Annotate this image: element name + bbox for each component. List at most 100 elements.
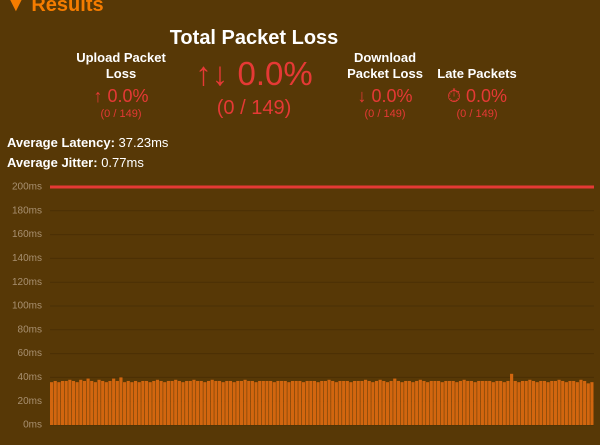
bar xyxy=(510,373,514,425)
bar xyxy=(393,378,397,425)
bar xyxy=(564,382,568,425)
down-icon: ↓ xyxy=(357,86,367,106)
bar xyxy=(473,382,477,425)
bar xyxy=(502,382,506,425)
upload-percent: 0.0% xyxy=(107,86,149,106)
bar xyxy=(583,380,587,425)
bar xyxy=(214,380,218,425)
bar xyxy=(404,380,408,425)
bar xyxy=(250,380,254,425)
bar xyxy=(68,379,72,425)
y-tick-label: 0ms xyxy=(23,420,42,431)
bar xyxy=(572,380,576,425)
total-percent: 0.0% xyxy=(237,55,313,92)
bar xyxy=(447,380,452,425)
bar xyxy=(331,380,335,425)
bar xyxy=(199,380,203,425)
bar xyxy=(254,382,258,425)
jitter-label: Average Jitter: xyxy=(7,155,98,170)
bar xyxy=(126,380,130,425)
bar xyxy=(542,380,547,425)
bar xyxy=(243,379,247,425)
bar xyxy=(101,380,105,425)
bar xyxy=(520,380,525,425)
bar xyxy=(115,380,119,425)
total-value: ↑↓ 0.0% xyxy=(154,55,354,93)
bar xyxy=(112,378,116,425)
y-tick-label: 100ms xyxy=(12,301,42,312)
bar xyxy=(539,380,543,425)
bar xyxy=(411,382,415,425)
bar xyxy=(50,382,54,425)
download-label: Download Packet Loss xyxy=(347,50,423,81)
timer-icon: ⏱ xyxy=(446,86,461,106)
bar xyxy=(261,380,265,425)
bar xyxy=(210,379,214,425)
latency-line: Average Latency: 37.23ms xyxy=(7,135,168,150)
bar xyxy=(557,379,561,425)
bar xyxy=(181,382,185,425)
bar xyxy=(155,379,160,425)
bar xyxy=(378,379,382,425)
bar xyxy=(130,382,134,425)
bar xyxy=(535,382,539,425)
bar xyxy=(108,380,112,425)
bar xyxy=(385,382,390,425)
bar xyxy=(561,380,565,425)
bar xyxy=(203,382,207,425)
bar xyxy=(495,380,499,425)
bar xyxy=(166,380,170,425)
bar xyxy=(455,382,459,425)
bar xyxy=(367,380,371,425)
bar xyxy=(283,380,287,425)
bar xyxy=(553,380,557,425)
upload-count: (0 / 149) xyxy=(100,108,142,120)
bar xyxy=(269,380,273,425)
bar xyxy=(418,379,422,425)
bar xyxy=(363,379,368,425)
bar xyxy=(276,380,280,425)
bar xyxy=(247,380,251,425)
bar xyxy=(426,382,430,425)
late-label: Late Packets xyxy=(437,66,517,81)
bar xyxy=(550,380,554,425)
late-value: ⏱ 0.0% xyxy=(422,86,532,107)
bar xyxy=(206,380,211,425)
late-count: (0 / 149) xyxy=(456,108,498,120)
bar xyxy=(196,380,200,425)
bar xyxy=(163,382,167,425)
bar xyxy=(86,378,90,425)
header-title: Results xyxy=(31,0,104,16)
bar xyxy=(53,380,57,425)
total-count: (0 / 149) xyxy=(216,97,292,119)
bar xyxy=(477,380,481,425)
bar xyxy=(466,380,470,425)
download-count: (0 / 149) xyxy=(364,108,406,120)
upload-label: Upload Packet Loss xyxy=(76,50,166,81)
bar xyxy=(320,380,324,425)
latency-label: Average Latency: xyxy=(7,135,115,150)
bar xyxy=(170,380,174,425)
bar xyxy=(517,382,521,425)
bar xyxy=(104,382,108,425)
toggle-icon: ▼ xyxy=(6,0,26,16)
bar xyxy=(334,382,338,425)
bar xyxy=(123,382,127,425)
bar xyxy=(60,380,65,425)
bar xyxy=(119,377,123,425)
bar xyxy=(280,380,284,425)
bar xyxy=(488,380,492,425)
bar xyxy=(316,382,320,425)
bar xyxy=(93,382,97,425)
bar xyxy=(491,382,495,425)
bar xyxy=(342,380,346,425)
bar xyxy=(484,380,488,425)
bar xyxy=(185,380,189,425)
results-header[interactable]: ▼ Results xyxy=(6,0,104,17)
bar xyxy=(513,380,517,425)
y-tick-label: 200ms xyxy=(12,182,42,193)
bar xyxy=(590,382,594,425)
bar xyxy=(309,380,313,425)
